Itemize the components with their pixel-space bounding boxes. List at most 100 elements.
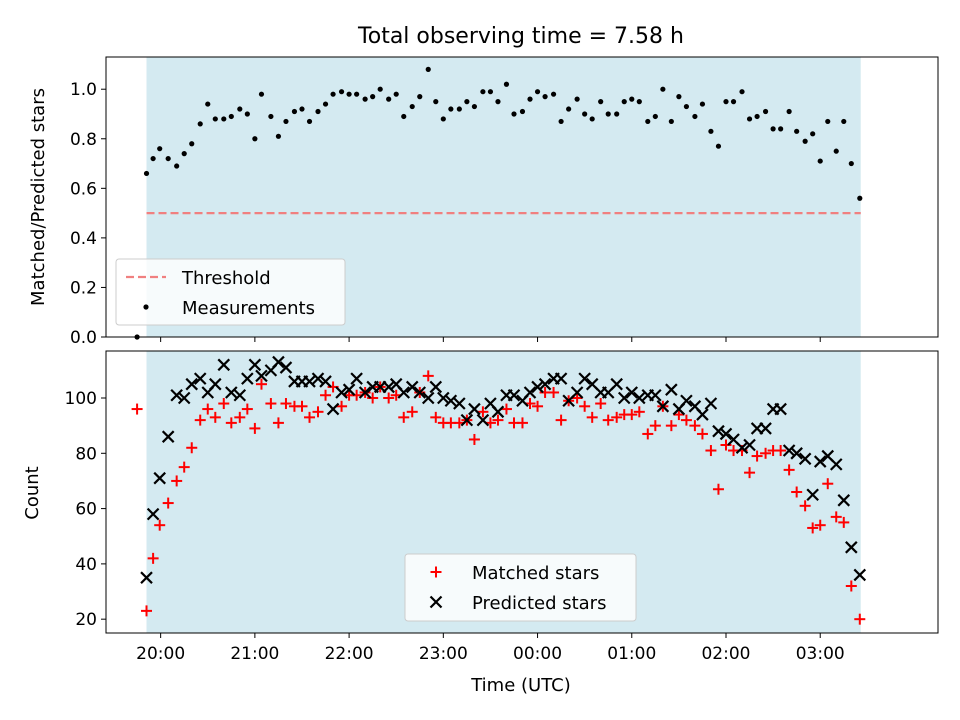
matched-star-point — [320, 389, 332, 401]
time-x-tick-label: 03:00 — [796, 644, 845, 664]
count-y-axis: 20 40 60 80 100 — [65, 389, 106, 630]
matched-star-point — [249, 422, 261, 434]
predicted-star-point — [326, 402, 340, 416]
measurement-point — [150, 155, 156, 162]
measurement-point — [660, 86, 666, 92]
ratio-y-tick-label: 0.2 — [70, 278, 97, 298]
matched-star-point — [775, 445, 787, 457]
predicted-star-point — [319, 375, 332, 388]
predicted-star-point — [743, 438, 756, 452]
measurement-point — [708, 128, 714, 134]
matched-star-point — [500, 403, 512, 415]
measurement-point — [652, 113, 658, 120]
matched-star-point — [555, 414, 567, 426]
measurement-point — [401, 113, 407, 120]
count-legend-box — [404, 553, 637, 622]
predicted-star-point — [531, 380, 544, 394]
measurement-point — [550, 91, 557, 97]
matched-star-point — [854, 613, 866, 625]
measurement-point — [244, 111, 250, 117]
predicted-star-point — [491, 405, 505, 419]
legend-matched-label: Matched stars — [472, 563, 599, 584]
matched-star-point — [147, 552, 159, 564]
measurement-point — [157, 146, 163, 152]
matched-star-point — [304, 411, 316, 423]
predicted-star-point — [649, 388, 662, 402]
matched-star-point — [154, 519, 166, 531]
predicted-star-point — [476, 413, 490, 427]
measurement-point — [786, 108, 792, 115]
matched-star-point — [586, 411, 598, 423]
measurement-point — [362, 96, 368, 102]
measurement-point — [291, 108, 298, 115]
time-x-axis-label: Time (UTC) — [470, 675, 571, 696]
measurement-point — [393, 91, 399, 97]
count-legend: Matched stars Predicted stars — [404, 553, 637, 622]
measurement-point — [739, 89, 745, 95]
measurement-point — [636, 99, 642, 105]
measurement-point — [582, 111, 588, 117]
predicted-star-point — [272, 355, 285, 369]
matched-star-point — [744, 467, 756, 479]
legend-measurement-label: Measurements — [182, 298, 315, 319]
matched-star-point — [265, 398, 277, 410]
predicted-star-point — [665, 383, 678, 396]
predicted-star-point — [774, 402, 787, 416]
matched-star-point — [186, 442, 198, 454]
measurement-point — [614, 111, 620, 117]
matched-star-point — [178, 461, 190, 473]
matched-star-point — [673, 409, 685, 421]
predicted-star-point — [140, 571, 153, 584]
ratio-panel: 0.0 0.2 0.4 0.6 0.8 1.0 Matched/Predicted sta… — [28, 56, 939, 348]
matched-star-point — [218, 398, 230, 410]
predicted-star-point — [397, 386, 411, 399]
predicted-star-point — [225, 386, 238, 399]
measurement-point — [542, 94, 548, 100]
predicted-star-point — [177, 391, 191, 405]
matched-star-point — [422, 370, 434, 382]
matched-star-point — [234, 411, 246, 423]
matched-star-point — [430, 411, 442, 423]
matched-star-point — [468, 433, 480, 445]
measurement-point — [589, 116, 595, 122]
predicted-star-point — [241, 372, 254, 385]
measurement-point — [841, 118, 847, 125]
measurement-point — [252, 136, 258, 142]
matched-star-point — [822, 478, 834, 490]
measurement-point — [471, 103, 478, 110]
predicted-star-point — [342, 383, 356, 396]
time-x-tick-label: 23:00 — [419, 644, 468, 664]
predicted-star-point — [798, 452, 812, 466]
legend-predicted-label: Predicted stars — [472, 593, 606, 614]
predicted-star-point — [350, 372, 363, 385]
ratio-y-tick-label: 0.6 — [70, 179, 97, 199]
time-x-tick-label: 21:00 — [230, 644, 279, 664]
legend-threshold-label: Threshold — [181, 268, 271, 289]
measurement-point — [574, 96, 580, 102]
matched-star-point — [241, 403, 253, 415]
ratio-y-axis: 0.0 0.2 0.4 0.6 0.8 1.0 — [70, 80, 106, 348]
chart-title: Total observing time = 7.58 h — [357, 24, 684, 49]
legend-matched-swatch — [430, 566, 442, 578]
matched-star-points — [131, 370, 866, 625]
matched-star-point — [202, 403, 214, 415]
legend-measurement-swatch — [143, 304, 149, 310]
matched-star-point — [532, 400, 544, 412]
count-y-tick-label: 80 — [75, 444, 97, 464]
matched-star-point — [611, 411, 623, 423]
predicted-star-point — [405, 380, 419, 394]
measurement-point — [258, 91, 265, 97]
ratio-y-tick-label: 0.0 — [70, 328, 97, 348]
measurement-point — [676, 94, 682, 100]
measurement-point — [770, 126, 776, 132]
measurement-point — [629, 96, 635, 102]
time-x-tick-label: 00:00 — [513, 644, 562, 664]
measurement-point — [503, 81, 510, 87]
measurement-point — [228, 113, 234, 120]
measurement-point — [189, 141, 195, 147]
matched-star-point — [751, 450, 763, 462]
measurement-point — [386, 96, 392, 102]
measurement-point — [668, 118, 674, 125]
matched-star-point — [383, 392, 395, 404]
predicted-star-point — [712, 424, 725, 438]
